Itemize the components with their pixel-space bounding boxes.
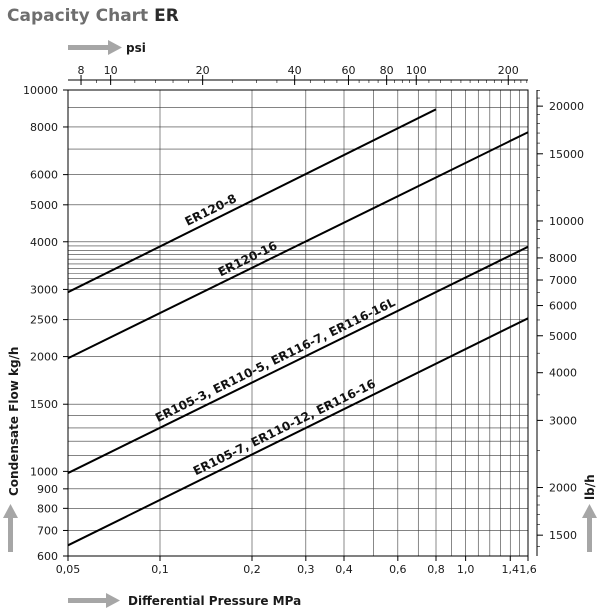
series-label: ER120-8 (183, 191, 239, 228)
y-tick-label: 700 (37, 524, 58, 537)
y2-tick-label: 5000 (549, 330, 577, 343)
y-tick-label: 3000 (30, 283, 58, 296)
y2-tick-label: 7000 (549, 274, 577, 287)
top-tick-label: 60 (341, 64, 355, 77)
y-tick-label: 800 (37, 502, 58, 515)
y-tick-label: 8000 (30, 121, 58, 134)
y-tick-label: 2000 (30, 351, 58, 364)
series-line (67, 131, 529, 360)
y2-tick-label: 10000 (549, 215, 584, 228)
y2-tick-label: 20000 (549, 100, 584, 113)
y-tick-label: 1500 (30, 398, 58, 411)
series-line (67, 317, 529, 547)
x-tick-label: 0,8 (427, 563, 445, 576)
y2-tick-label: 1500 (549, 529, 577, 542)
top-tick-label: 200 (498, 64, 519, 77)
y2-tick-label: 8000 (549, 252, 577, 265)
psi-arrow-icon (68, 40, 122, 55)
y-tick-label: 600 (37, 550, 58, 563)
chart-title: Capacity Chart ER (7, 6, 179, 26)
axes: 0,05 0,1 0,2 0,3 0,4 0,6 0,8 1,0 1,4 1,6 600 700 800… (23, 64, 584, 576)
x-tick-label: 0,05 (56, 563, 81, 576)
series-line (67, 245, 529, 474)
mpa-arrow-icon (68, 593, 120, 608)
y2-tick-label: 2000 (549, 482, 577, 495)
top-axis-label: psi (126, 41, 146, 55)
y2-tick-label: 4000 (549, 367, 577, 380)
y-tick-label: 4000 (30, 236, 58, 249)
y-tick-label: 2500 (30, 314, 58, 327)
top-tick-label: 8 (78, 64, 85, 77)
x-tick-label: 0,1 (151, 563, 169, 576)
y2-tick-label: 6000 (549, 300, 577, 313)
x-axis-label: Differential Pressure MPa (128, 594, 301, 608)
chart-title-prefix: Capacity Chart (7, 6, 148, 26)
y2-axis-label: lb/h (583, 474, 597, 500)
x-tick-label: 0,2 (243, 563, 261, 576)
x-tick-label: 0,3 (297, 563, 315, 576)
x-tick-label: 1,4 (502, 563, 520, 576)
x-tick-label: 1,0 (457, 563, 475, 576)
series-line (67, 108, 437, 294)
right-y-arrow-icon (582, 504, 597, 552)
y2-tick-label: 15000 (549, 148, 584, 161)
top-tick-label: 100 (406, 64, 427, 77)
chart-title-suffix: ER (154, 6, 179, 26)
plot-frame (67, 89, 529, 557)
grid (67, 89, 529, 557)
series-label: ER105-3, ER110-5, ER116-7, ER116-16L (153, 295, 398, 425)
top-tick-label: 20 (196, 64, 210, 77)
top-tick-label: 40 (288, 64, 302, 77)
top-tick-label: 80 (380, 64, 394, 77)
left-y-arrow-icon (3, 504, 18, 552)
y-tick-label: 1000 (30, 465, 58, 478)
y-tick-label: 6000 (30, 169, 58, 182)
x-tick-label: 1,6 (519, 563, 537, 576)
top-tick-label: 10 (104, 64, 118, 77)
y-tick-label: 5000 (30, 199, 58, 212)
y2-tick-label: 3000 (549, 414, 577, 427)
y-axis-label: Condensate Flow kg/h (7, 347, 21, 496)
x-tick-label: 0,4 (335, 563, 353, 576)
y-tick-label: 10000 (23, 84, 58, 97)
y-tick-label: 900 (37, 483, 58, 496)
x-tick-label: 0,6 (389, 563, 407, 576)
